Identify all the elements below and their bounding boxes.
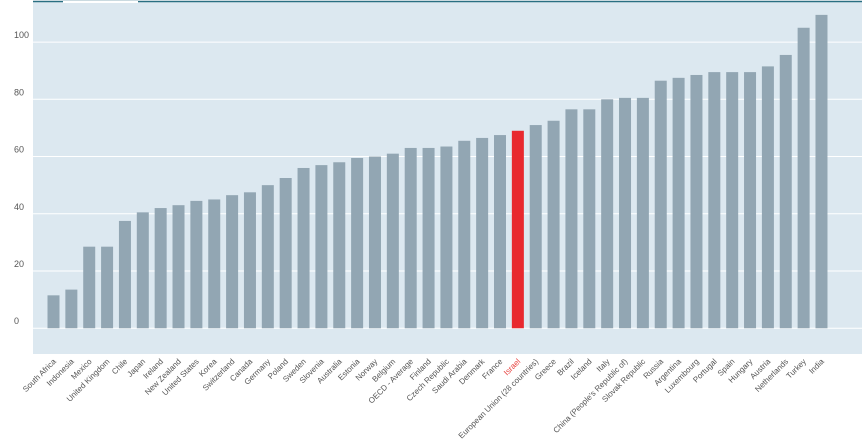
y-axis-tick-labels: 0 20 40 60 80 100 [14,30,29,326]
bar-oecd-average [404,147,417,329]
bar-russia [654,80,667,329]
bar-japan [136,212,149,329]
bar-mexico [83,246,96,329]
bar-estonia [351,157,364,329]
bar-poland [279,178,292,329]
bar-united-states [190,200,203,329]
bar-argentina [672,77,685,329]
bars [47,14,828,329]
bar-czech-republic [440,146,453,329]
top-tab-marker [63,1,138,3]
y-tick-label-100: 100 [14,30,29,40]
y-tick-label-20: 20 [14,259,24,269]
bar-denmark [476,137,489,329]
bar-brazil [565,109,578,329]
y-tick-label-80: 80 [14,87,24,97]
bar-new-zealand [172,205,185,329]
x-tick-label-france: France [480,357,504,381]
bar-indonesia [65,289,78,329]
bar-switzerland [226,195,239,329]
bar-greece [547,120,560,329]
bar-turkey [797,27,810,329]
bar-australia [333,162,346,329]
bar-united-kingdom [101,246,114,329]
bar-spain [726,72,739,329]
x-tick-label-turkey: Turkey [785,357,808,380]
bar-finland [422,147,435,329]
bar-china-people-s-republic-of [619,97,632,329]
bar-israel [511,130,524,329]
bar-luxembourg [690,74,703,329]
bar-saudi-arabia [458,140,471,329]
bar-korea [208,199,221,329]
bar-iceland [583,109,596,329]
bar-hungary [744,72,757,329]
bar-france [494,135,506,329]
x-tick-label-india: India [807,357,826,376]
bar-india [815,14,828,329]
bar-sweden [297,167,310,329]
y-tick-label-40: 40 [14,202,24,212]
bar-norway [368,156,381,329]
bar-south-africa [47,295,60,329]
y-tick-label-0: 0 [14,316,19,326]
bar-belgium [386,153,399,329]
bar-chile [118,220,131,329]
bar-slovak-republic [636,97,649,329]
bar-portugal [708,72,721,329]
bar-ireland [154,208,167,329]
bar-canada [243,192,256,329]
bar-netherlands [779,54,792,329]
bar-italy [601,99,614,329]
y-tick-label-60: 60 [14,145,24,155]
bar-germany [261,185,274,329]
bar-austria [761,66,774,329]
bar-slovenia [315,165,328,329]
bar-european-union-28-countries [529,125,542,329]
